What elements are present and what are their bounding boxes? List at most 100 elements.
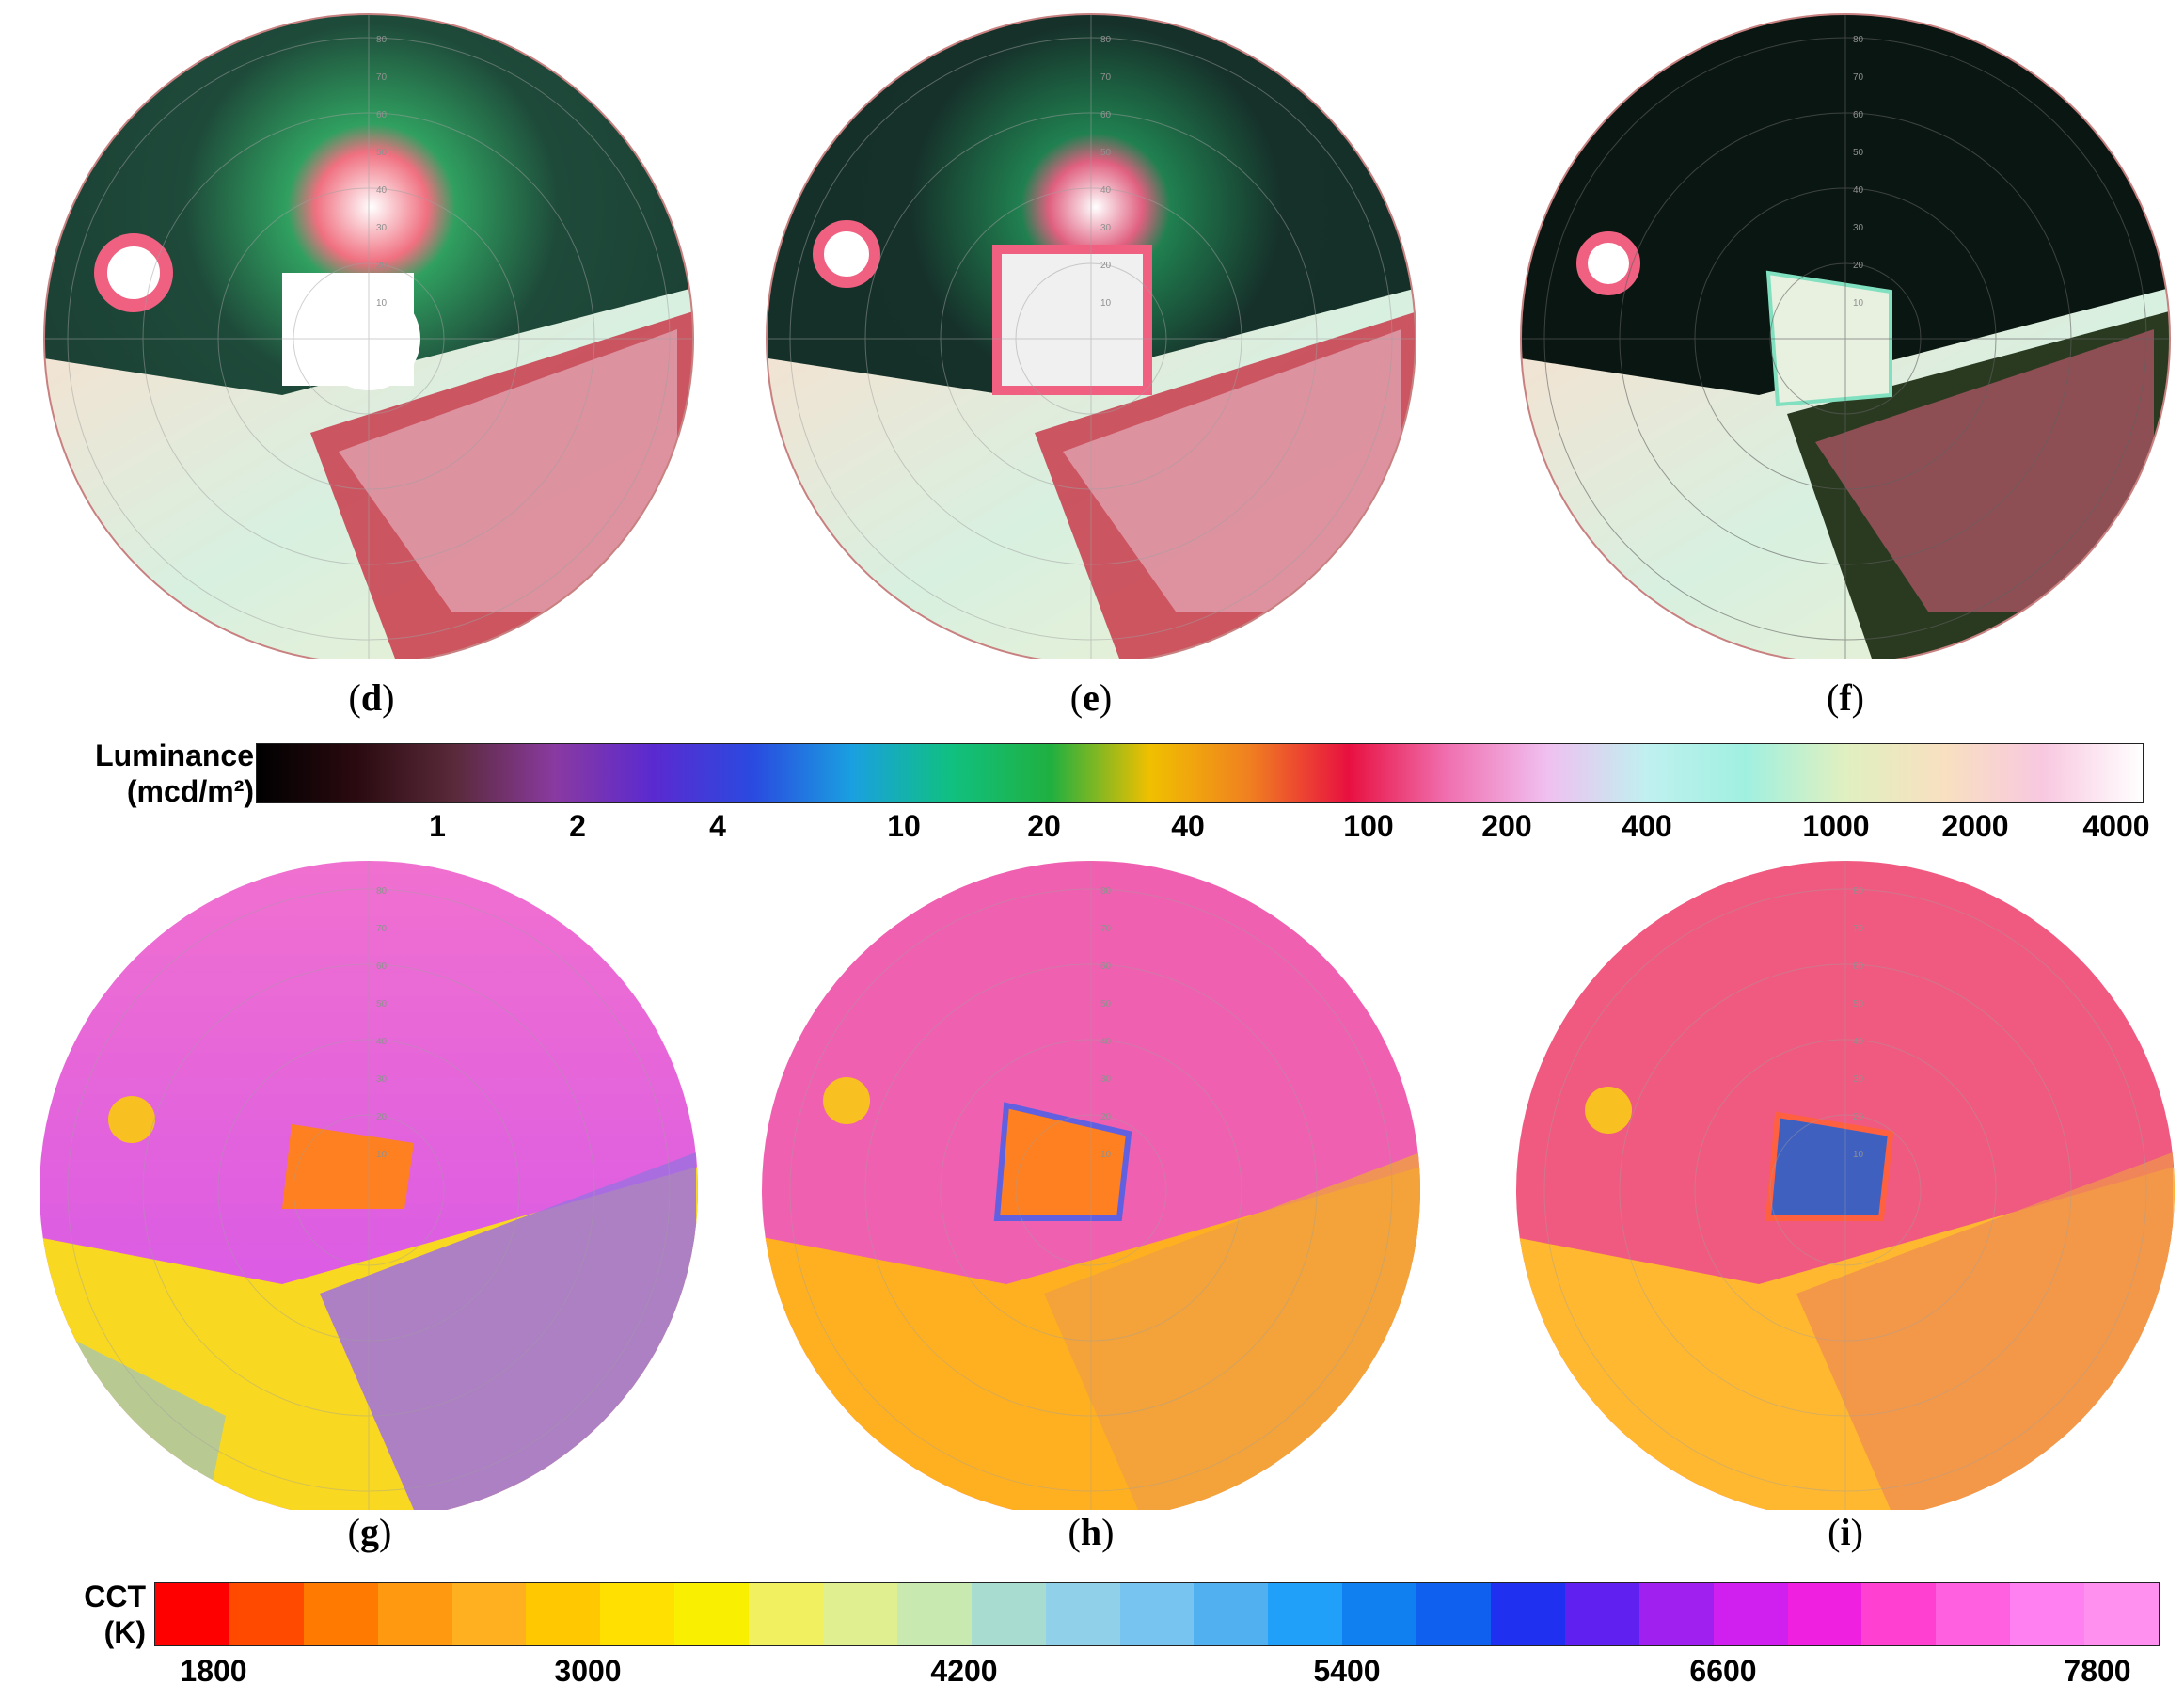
zenith-tick-label: 80 (376, 886, 388, 897)
zenith-tick-label: 20 (1853, 261, 1864, 271)
zenith-tick-label: 80 (1100, 886, 1112, 897)
color-segment (749, 1583, 824, 1645)
cct-tick-1800: 1800 (180, 1654, 247, 1688)
color-segment (600, 1583, 675, 1645)
zenith-tick-label: 60 (1100, 110, 1112, 120)
panel-label-d: (d) (348, 676, 395, 719)
cct-colorbar: CCT (K) 1800 3000 4200 5400 6600 7800 (0, 1571, 2184, 1700)
luminance-panel-f: 10 20 30 40 50 60 70 80 (f) (1477, 0, 2184, 719)
fisheye-cct-image-g: 10 20 30 40 50 60 70 80 (40, 861, 698, 1510)
zenith-tick-label: 50 (1100, 999, 1112, 1009)
color-segment (1936, 1583, 2011, 1645)
zenith-tick-label: 80 (376, 35, 388, 45)
color-segment (1564, 1583, 1639, 1645)
zenith-tick-label: 50 (376, 148, 388, 158)
zenith-tick-label: 60 (1853, 110, 1864, 120)
luminance-tick-4000: 4000 (2082, 809, 2150, 843)
zenith-tick-label: 40 (1853, 1037, 1864, 1047)
color-segment (1045, 1583, 1120, 1645)
zenith-tick-label: 20 (376, 1112, 388, 1122)
color-segment (1119, 1583, 1195, 1645)
cct-tick-7800: 7800 (2064, 1654, 2131, 1688)
luminance-panel-e: 10 20 30 40 50 60 70 80 (e) (724, 0, 1467, 719)
fisheye-luminance-image-d: 10 20 30 40 50 60 70 80 (43, 13, 694, 659)
zenith-tick-label: 40 (376, 1037, 388, 1047)
zenith-tick-label: 30 (1853, 223, 1864, 233)
zenith-tick-label: 50 (376, 999, 388, 1009)
cct-tick-labels: 1800 3000 4200 5400 6600 7800 (0, 1654, 2184, 1695)
luminance-tick-200: 200 (1481, 809, 1532, 843)
zenith-tick-label: 20 (1100, 261, 1112, 271)
panel-label-f: (f) (1827, 676, 1864, 719)
zenith-tick-label: 30 (376, 1074, 388, 1085)
luminance-tick-20: 20 (1027, 809, 1061, 843)
cct-tick-5400: 5400 (1313, 1654, 1381, 1688)
cct-tick-6600: 6600 (1689, 1654, 1757, 1688)
luminance-tick-2: 2 (569, 809, 586, 843)
zenith-tick-label: 40 (1100, 185, 1112, 196)
zenith-tick-label: 80 (1100, 35, 1112, 45)
zenith-tick-label: 60 (1853, 961, 1864, 972)
zenith-tick-label: 60 (376, 961, 388, 972)
luminance-tick-100: 100 (1343, 809, 1394, 843)
zenith-tick-label: 10 (1100, 298, 1112, 309)
zenith-tick-label: 70 (1100, 924, 1112, 934)
zenith-tick-label: 40 (1100, 1037, 1112, 1047)
color-segment (1861, 1583, 1937, 1645)
zenith-tick-label: 60 (376, 110, 388, 120)
color-segment (674, 1583, 750, 1645)
color-segment (1713, 1583, 1788, 1645)
zenith-tick-label: 10 (1853, 1150, 1864, 1160)
color-segment (1342, 1583, 1417, 1645)
zenith-tick-label: 70 (376, 72, 388, 83)
zenith-tick-label: 30 (376, 223, 388, 233)
color-segment (303, 1583, 378, 1645)
color-segment (1491, 1583, 1565, 1645)
color-segment (2084, 1583, 2160, 1645)
fisheye-luminance-image-f: 10 20 30 40 50 60 70 80 (1520, 13, 2171, 659)
color-segment (229, 1583, 304, 1645)
cct-tick-3000: 3000 (554, 1654, 622, 1688)
color-segment (451, 1583, 527, 1645)
zenith-tick-label: 10 (376, 298, 388, 309)
zenith-tick-label: 20 (376, 261, 388, 271)
luminance-colorbar: Luminance (mcd/m²) 1 2 4 10 20 40 100 200 400 100… (0, 736, 2184, 849)
luminance-tick-4: 4 (709, 809, 726, 843)
luminance-tick-1000: 1000 (1802, 809, 1870, 843)
zenith-tick-label: 70 (376, 924, 388, 934)
color-segment (155, 1583, 229, 1645)
polar-grid (44, 14, 693, 659)
panel-label-e: (e) (1069, 676, 1113, 719)
zenith-tick-label: 50 (1853, 999, 1864, 1009)
fisheye-cct-image-i: 10 20 30 40 50 60 70 80 (1516, 861, 2175, 1510)
zenith-tick-label: 40 (1853, 185, 1864, 196)
color-segment (2010, 1583, 2085, 1645)
color-segment (1194, 1583, 1269, 1645)
zenith-tick-label: 10 (1853, 298, 1864, 309)
zenith-tick-label: 40 (376, 185, 388, 196)
color-segment (1416, 1583, 1492, 1645)
zenith-tick-label: 10 (1100, 1150, 1112, 1160)
zenith-tick-label: 70 (1853, 72, 1864, 83)
luminance-tick-labels: 1 2 4 10 20 40 100 200 400 1000 2000 4000 (0, 809, 2184, 847)
color-segment (526, 1583, 601, 1645)
panel-label-i: (i) (1828, 1511, 1863, 1553)
zenith-tick-label: 70 (1100, 72, 1112, 83)
zenith-tick-label: 30 (1100, 223, 1112, 233)
luminance-tick-400: 400 (1622, 809, 1672, 843)
zenith-tick-label: 50 (1100, 148, 1112, 158)
fisheye-cct-image-h: 10 20 30 40 50 60 70 80 (762, 861, 1420, 1510)
cct-panel-g: 10 20 30 40 50 60 70 80 (g) (0, 851, 743, 1566)
zenith-tick-label: 80 (1853, 886, 1864, 897)
color-segment (896, 1583, 972, 1645)
zenith-tick-label: 20 (1100, 1112, 1112, 1122)
zenith-tick-label: 50 (1853, 148, 1864, 158)
cct-panel-i: 10 20 30 40 50 60 70 80 (i) (1477, 851, 2184, 1566)
cct-scale-title: CCT (K) (84, 1580, 146, 1649)
luminance-tick-1: 1 (429, 809, 446, 843)
luminance-panel-d: 10 20 30 40 50 60 70 80 (d) (0, 0, 743, 719)
color-segment (1268, 1583, 1343, 1645)
zenith-tick-label: 10 (376, 1150, 388, 1160)
zenith-tick-label: 80 (1853, 35, 1864, 45)
luminance-tick-10: 10 (887, 809, 921, 843)
